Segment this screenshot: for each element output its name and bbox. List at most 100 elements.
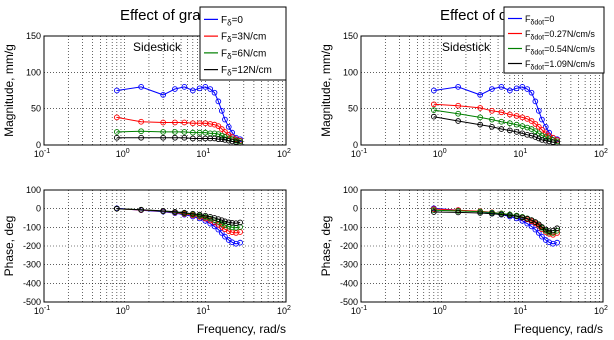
data-point <box>489 107 495 114</box>
data-point <box>138 128 144 135</box>
legend-label: Fδ=6N/cm <box>221 48 266 61</box>
data-point <box>211 121 218 128</box>
data-point <box>524 86 531 92</box>
data-point <box>225 219 232 226</box>
y-axis-label: Phase, deg <box>319 216 333 277</box>
data-point <box>554 227 560 234</box>
data-point <box>477 92 484 98</box>
data-point <box>455 110 461 117</box>
data-point <box>113 134 120 141</box>
data-point <box>542 226 549 233</box>
y-tick-label: -100 <box>23 222 41 232</box>
data-point <box>138 206 144 213</box>
data-point <box>218 136 225 143</box>
data-point <box>113 114 120 121</box>
data-point <box>477 105 484 111</box>
x-tick-label: 102 <box>277 148 291 159</box>
data-point <box>506 120 513 127</box>
data-point <box>506 212 513 219</box>
data-point <box>554 139 560 146</box>
data-point <box>550 227 556 234</box>
data-point <box>222 137 228 143</box>
data-point <box>498 118 505 125</box>
y-tick-label: 0 <box>36 204 41 214</box>
data-point <box>225 223 232 230</box>
data-point <box>172 134 178 141</box>
data-point <box>113 87 120 94</box>
data-point <box>160 92 167 98</box>
y-tick-label: 50 <box>31 104 41 114</box>
data-point <box>539 233 545 240</box>
data-point <box>207 135 214 142</box>
data-point <box>160 129 167 135</box>
data-point <box>513 213 520 220</box>
y-tick-label: 0 <box>353 204 358 214</box>
data-point <box>172 86 178 92</box>
data-point <box>532 134 539 140</box>
data-point <box>542 134 549 140</box>
y-tick-label: -500 <box>340 297 358 307</box>
data-point <box>196 135 203 142</box>
data-point <box>196 129 203 136</box>
x-tick-label: 101 <box>196 305 210 316</box>
data-point <box>196 211 203 218</box>
data-point <box>160 119 167 126</box>
data-point <box>222 218 228 225</box>
data-point <box>215 136 222 143</box>
data-point <box>532 98 539 105</box>
data-point <box>513 85 520 92</box>
data-point <box>535 107 542 114</box>
y-tick-label: 0 <box>353 140 358 150</box>
data-point <box>519 217 526 224</box>
y-tick-label: -300 <box>340 260 358 270</box>
data-point <box>225 123 232 130</box>
data-point <box>546 138 553 145</box>
data-point <box>535 123 542 130</box>
data-point <box>138 134 144 141</box>
y-tick-label: 100 <box>26 67 41 77</box>
data-point <box>189 135 196 142</box>
data-point <box>528 132 535 139</box>
y-tick-label: -400 <box>23 278 41 288</box>
data-point <box>211 89 218 96</box>
data-point <box>215 98 222 105</box>
y-tick-label: -500 <box>23 297 41 307</box>
data-point <box>477 121 484 128</box>
data-point <box>430 113 437 120</box>
chart-4: -500 -400 -300 -200 -100 0 100 10-1 100 101 102 Pha… <box>319 185 608 336</box>
data-point <box>524 115 531 122</box>
data-point <box>160 134 167 141</box>
y-tick-label: -300 <box>23 260 41 270</box>
x-tick-label: 10-1 <box>351 148 367 159</box>
data-point <box>528 118 535 124</box>
data-point <box>455 118 461 124</box>
data-point <box>554 239 560 246</box>
data-point <box>430 107 437 113</box>
data-point <box>489 116 495 123</box>
y-tick-label: -200 <box>340 241 358 251</box>
data-point <box>535 135 542 142</box>
y-tick-label: 100 <box>26 185 41 195</box>
legend: Fδdot=0Fδdot=0.27N/cm/sFδdot=0.54N/cm/sF… <box>503 6 605 74</box>
data-point <box>532 226 539 233</box>
data-point <box>430 207 437 214</box>
data-point <box>506 87 513 94</box>
data-point <box>237 139 243 146</box>
y-tick-label: -200 <box>23 241 41 251</box>
data-point <box>113 205 120 212</box>
y-axis-label: Phase, deg <box>2 216 16 277</box>
data-point <box>519 114 526 121</box>
x-tick-label: 102 <box>277 305 291 316</box>
data-point <box>189 120 196 127</box>
data-point <box>430 87 437 94</box>
data-point <box>225 137 232 144</box>
data-point <box>218 107 225 114</box>
legend-label: Fδ=3N/cm <box>221 32 266 45</box>
x-tick-label: 101 <box>513 305 527 316</box>
data-point <box>477 210 484 216</box>
y-tick-label: 0 <box>36 140 41 150</box>
data-point <box>532 121 539 127</box>
